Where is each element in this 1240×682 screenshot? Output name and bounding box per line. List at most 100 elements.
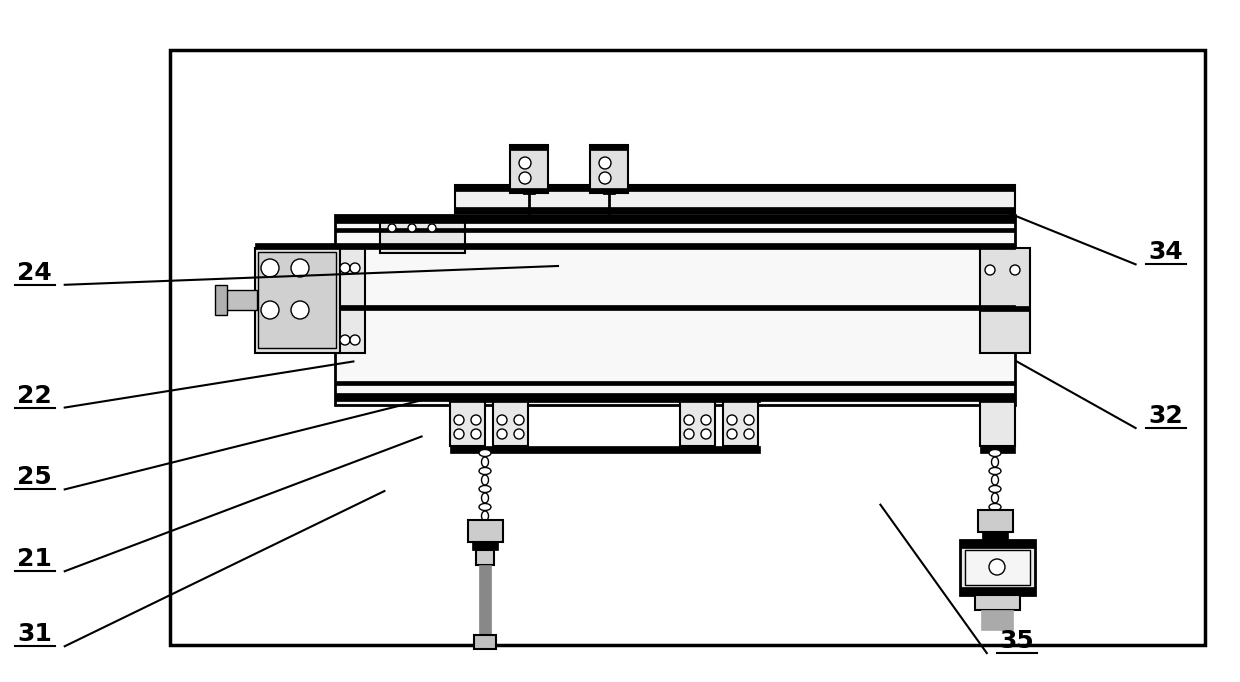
Bar <box>450 397 760 402</box>
Bar <box>335 228 1016 232</box>
Text: 31: 31 <box>17 622 52 647</box>
Ellipse shape <box>990 467 1001 475</box>
Ellipse shape <box>992 493 998 503</box>
Bar <box>680 401 715 446</box>
Bar <box>510 145 548 193</box>
Bar <box>379 218 465 253</box>
Bar <box>255 243 1016 249</box>
Text: 22: 22 <box>17 383 52 408</box>
Text: 32: 32 <box>1148 404 1183 428</box>
Circle shape <box>599 172 611 184</box>
Circle shape <box>497 429 507 439</box>
Circle shape <box>471 429 481 439</box>
Bar <box>335 393 1016 401</box>
Circle shape <box>599 157 611 169</box>
Bar <box>335 305 1016 310</box>
Bar <box>510 188 548 193</box>
Circle shape <box>520 157 531 169</box>
Ellipse shape <box>479 449 491 456</box>
Bar <box>960 587 1035 595</box>
Bar <box>590 188 627 193</box>
Circle shape <box>515 415 525 425</box>
Circle shape <box>727 415 737 425</box>
Bar <box>335 215 1016 405</box>
Bar <box>975 595 1021 610</box>
Circle shape <box>520 172 531 184</box>
Text: 25: 25 <box>17 465 52 490</box>
Ellipse shape <box>481 457 489 467</box>
Bar <box>335 215 1016 223</box>
Text: 24: 24 <box>17 261 52 285</box>
Bar <box>450 401 485 446</box>
Bar <box>455 185 1016 191</box>
Ellipse shape <box>990 503 1001 511</box>
Circle shape <box>260 301 279 319</box>
Circle shape <box>291 259 309 277</box>
Circle shape <box>388 224 396 232</box>
Ellipse shape <box>990 449 1001 456</box>
Bar <box>170 50 1205 645</box>
Bar <box>960 540 1035 595</box>
Bar <box>590 145 627 193</box>
Circle shape <box>985 265 994 275</box>
Circle shape <box>684 429 694 439</box>
Bar <box>215 285 227 315</box>
Bar <box>335 381 1016 385</box>
Bar <box>455 185 1016 213</box>
Bar <box>980 401 1016 446</box>
Circle shape <box>340 263 350 273</box>
Bar <box>980 248 1030 353</box>
Bar <box>980 397 1016 402</box>
Bar <box>474 635 496 649</box>
Bar <box>978 510 1013 532</box>
Circle shape <box>454 415 464 425</box>
Text: 35: 35 <box>999 629 1034 653</box>
Bar <box>982 532 1008 540</box>
Bar <box>590 145 627 150</box>
Ellipse shape <box>481 475 489 485</box>
Circle shape <box>701 415 711 425</box>
Bar <box>479 565 491 635</box>
Bar <box>494 401 528 446</box>
Bar <box>981 610 1013 630</box>
Circle shape <box>1011 265 1021 275</box>
Circle shape <box>350 335 360 345</box>
Circle shape <box>350 263 360 273</box>
Bar <box>450 446 760 453</box>
Circle shape <box>291 301 309 319</box>
Circle shape <box>744 415 754 425</box>
Circle shape <box>454 429 464 439</box>
Circle shape <box>701 429 711 439</box>
Ellipse shape <box>481 493 489 503</box>
Bar <box>980 446 1016 453</box>
Ellipse shape <box>992 475 998 485</box>
Circle shape <box>990 559 1004 575</box>
Circle shape <box>340 335 350 345</box>
Bar <box>215 295 227 305</box>
Bar <box>467 520 503 542</box>
Circle shape <box>727 429 737 439</box>
Text: 34: 34 <box>1148 240 1183 265</box>
Ellipse shape <box>479 503 491 511</box>
Bar <box>476 550 494 565</box>
Bar <box>224 290 257 310</box>
Circle shape <box>428 224 436 232</box>
Circle shape <box>744 429 754 439</box>
Bar <box>455 207 1016 213</box>
Circle shape <box>260 259 279 277</box>
Circle shape <box>515 429 525 439</box>
Bar <box>510 145 548 150</box>
Circle shape <box>471 415 481 425</box>
Bar <box>335 248 365 353</box>
Bar <box>258 252 336 348</box>
Text: 21: 21 <box>17 547 52 572</box>
Bar <box>960 540 1035 548</box>
Bar <box>965 550 1030 585</box>
Ellipse shape <box>479 467 491 475</box>
Ellipse shape <box>990 486 1001 492</box>
Circle shape <box>684 415 694 425</box>
Ellipse shape <box>479 486 491 492</box>
Circle shape <box>497 415 507 425</box>
Bar <box>255 248 340 353</box>
Ellipse shape <box>992 457 998 467</box>
